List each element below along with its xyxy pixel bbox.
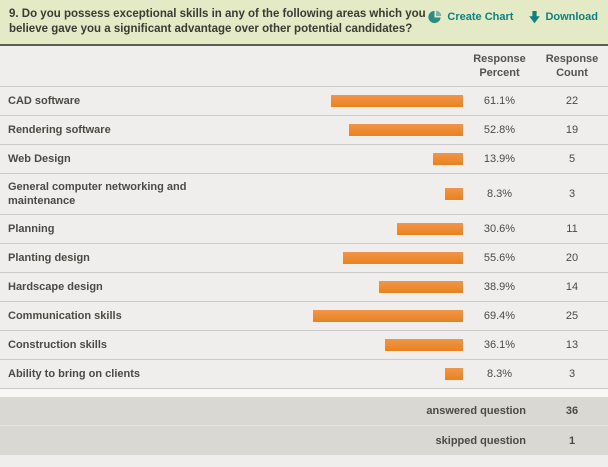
- question-actions: Create Chart Download: [428, 10, 598, 24]
- response-percent-value: 38.9%: [483, 281, 516, 293]
- response-percent-bar: [313, 310, 463, 322]
- answer-label: Construction skills: [8, 339, 108, 351]
- response-percent-value: 36.1%: [483, 339, 516, 351]
- response-percent-bar: [385, 339, 463, 351]
- answer-label: Web Design: [8, 153, 71, 165]
- bar-cell: [247, 223, 463, 235]
- response-percent-bar: [445, 368, 463, 380]
- create-chart-button[interactable]: Create Chart: [428, 10, 513, 24]
- table-row: Ability to bring on clients 8.3% 3: [0, 360, 608, 389]
- response-percent-bar: [349, 124, 463, 136]
- skipped-question-count: 1: [568, 434, 576, 447]
- response-count-value: 20: [565, 252, 579, 264]
- download-button[interactable]: Download: [529, 10, 598, 24]
- bar-cell: [247, 339, 463, 351]
- create-chart-label: Create Chart: [447, 11, 514, 23]
- response-percent-value: 55.6%: [483, 252, 516, 264]
- question-text: 9. Do you possess exceptional skills in …: [9, 8, 426, 35]
- response-percent-value: 52.8%: [483, 124, 516, 136]
- answer-label: Planning: [8, 223, 55, 235]
- answer-label: General computer networking and maintena…: [8, 181, 187, 207]
- response-count-value: 13: [565, 339, 579, 351]
- table-row: Construction skills 36.1% 13: [0, 331, 608, 360]
- download-label: Download: [545, 11, 598, 23]
- response-percent-value: 13.9%: [483, 153, 516, 165]
- answer-label: Ability to bring on clients: [8, 368, 140, 380]
- response-count-value: 5: [568, 153, 576, 165]
- table-row: Hardscape design 38.9% 14: [0, 273, 608, 302]
- table-row: Planning 30.6% 11: [0, 215, 608, 244]
- response-count-value: 19: [565, 124, 579, 136]
- response-count-value: 14: [565, 281, 579, 293]
- table-row: Communication skills 69.4% 25: [0, 302, 608, 331]
- response-percent-bar: [331, 95, 463, 107]
- answer-label: Planting design: [8, 252, 90, 264]
- response-percent-value: 61.1%: [483, 95, 516, 107]
- response-count-value: 11: [566, 223, 578, 235]
- bar-cell: [247, 252, 463, 264]
- answered-question-row: answered question 36: [0, 397, 608, 426]
- answer-label: Rendering software: [8, 124, 111, 136]
- answer-label: CAD software: [8, 95, 81, 107]
- response-count-header: Response Count: [545, 53, 599, 79]
- answer-label: Communication skills: [8, 310, 122, 322]
- pie-chart-icon: [428, 10, 442, 24]
- response-percent-value: 30.6%: [483, 223, 516, 235]
- answered-question-count: 36: [565, 405, 579, 417]
- skipped-question-row: skipped question 1: [0, 426, 608, 455]
- response-percent-header: Response Percent: [473, 53, 526, 79]
- skipped-question-label: skipped question: [435, 434, 526, 447]
- response-percent-value: 8.3%: [486, 188, 513, 200]
- bar-cell: [247, 281, 463, 293]
- response-percent-value: 69.4%: [483, 310, 516, 322]
- response-percent-bar: [433, 153, 463, 165]
- response-count-value: 3: [568, 188, 576, 200]
- response-percent-bar: [445, 188, 463, 200]
- table-row: Web Design 13.9% 5: [0, 145, 608, 174]
- response-percent-value: 8.3%: [486, 368, 513, 380]
- response-count-value: 22: [565, 95, 579, 107]
- response-count-value: 25: [565, 310, 579, 322]
- table-footer-gap: [0, 389, 608, 397]
- answer-label: Hardscape design: [8, 281, 103, 293]
- response-percent-bar: [343, 252, 463, 264]
- question-header: 9. Do you possess exceptional skills in …: [0, 0, 608, 46]
- table-row: General computer networking and maintena…: [0, 174, 608, 215]
- answered-question-label: answered question: [426, 405, 526, 417]
- bar-cell: [247, 310, 463, 322]
- table-row: Planting design 55.6% 20: [0, 244, 608, 273]
- response-count-value: 3: [568, 368, 576, 380]
- bar-cell: [247, 153, 463, 165]
- results-table-body: CAD software 61.1% 22 Rendering software…: [0, 87, 608, 389]
- column-headers: Response Percent Response Count: [0, 46, 608, 87]
- table-row: Rendering software 52.8% 19: [0, 116, 608, 145]
- bar-cell: [247, 368, 463, 380]
- table-row: CAD software 61.1% 22: [0, 87, 608, 116]
- download-arrow-icon: [529, 10, 541, 24]
- bar-cell: [247, 124, 463, 136]
- response-percent-bar: [397, 223, 463, 235]
- bar-cell: [247, 188, 463, 200]
- response-percent-bar: [379, 281, 463, 293]
- bar-cell: [247, 95, 463, 107]
